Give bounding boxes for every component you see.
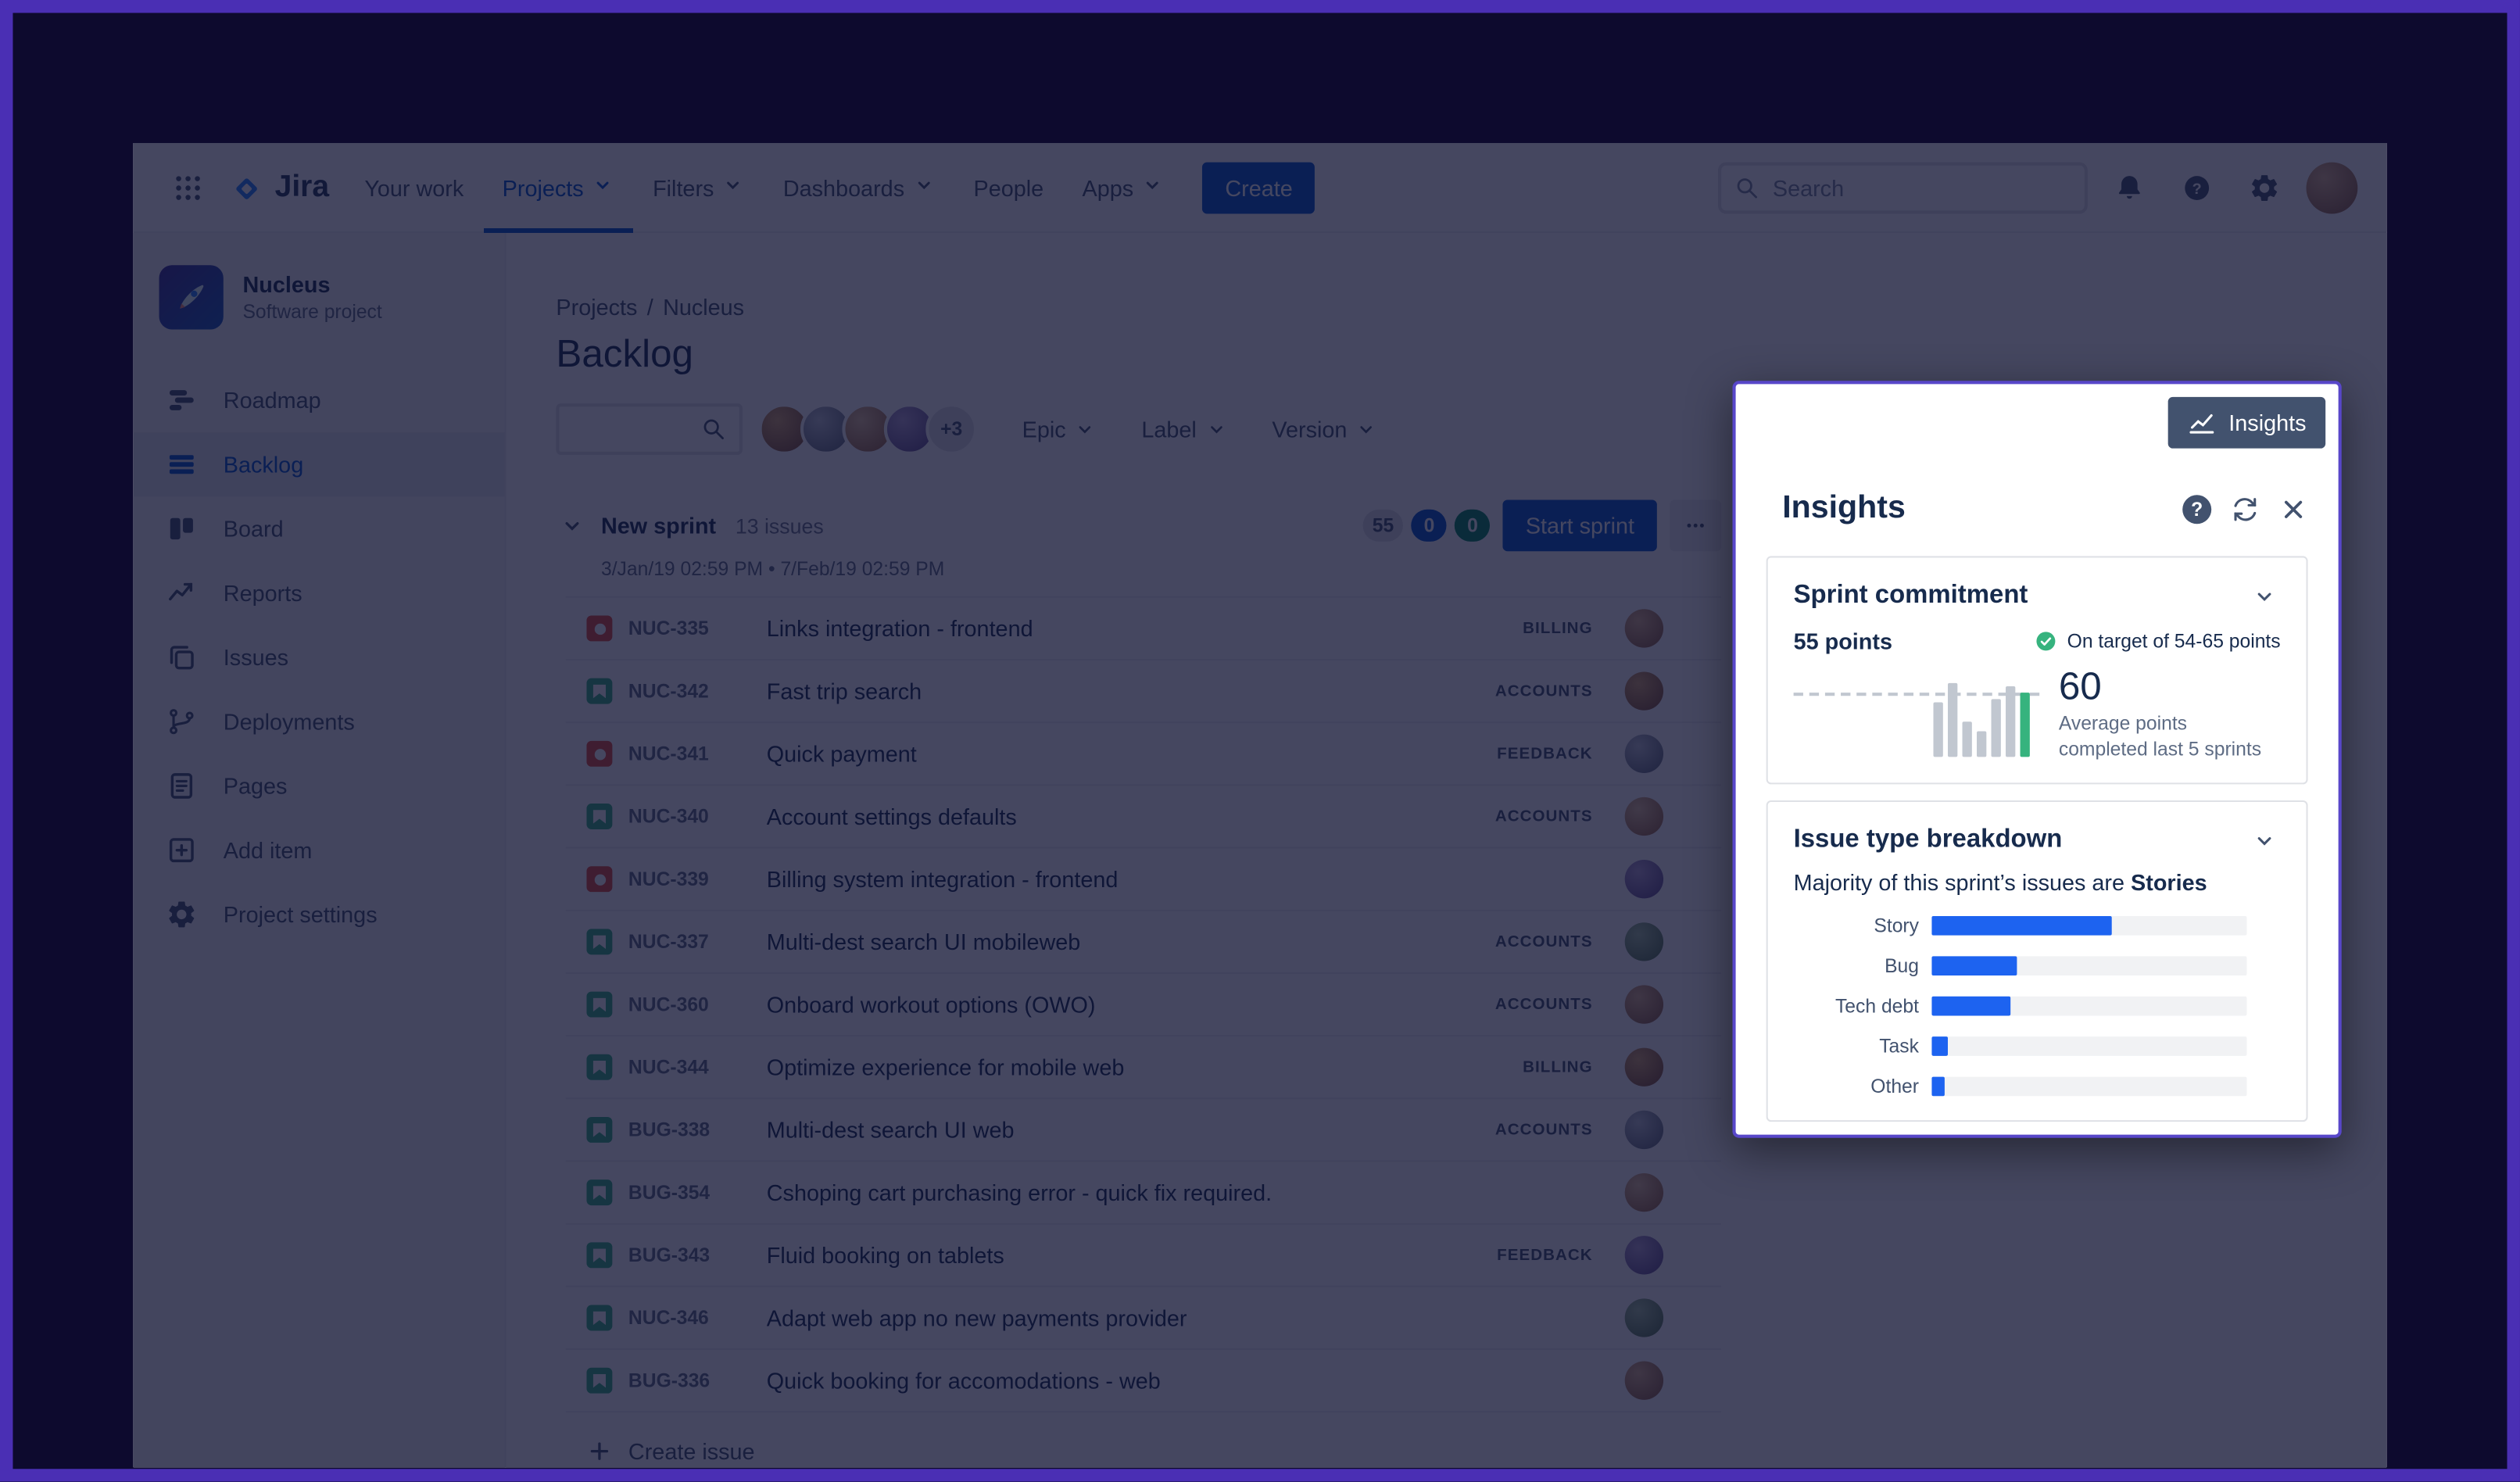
average-points-value: 60 bbox=[2058, 665, 2102, 709]
sprint-points: 55 points bbox=[1793, 628, 1892, 654]
breakdown-row: Bug bbox=[1794, 954, 2281, 977]
breakdown-track bbox=[1931, 915, 2247, 936]
issue-type-breakdown-title: Issue type breakdown bbox=[1793, 825, 2063, 854]
insights-help-icon[interactable]: ? bbox=[2182, 494, 2212, 524]
breakdown-label: Bug bbox=[1885, 954, 1919, 978]
on-target-status: On target of 54-65 points bbox=[2035, 630, 2281, 653]
chart-line-icon bbox=[2189, 413, 2214, 434]
chevron-down-icon[interactable] bbox=[2248, 825, 2280, 857]
average-block: 60 Average points completed last 5 sprin… bbox=[2039, 665, 2280, 761]
commitment-bar bbox=[1977, 731, 1987, 757]
breakdown-track bbox=[1931, 1036, 2247, 1056]
breakdown-track bbox=[1931, 1076, 2247, 1097]
breakdown-row: Task bbox=[1794, 1035, 2281, 1058]
commitment-chart: 60 Average points completed last 5 sprin… bbox=[1793, 665, 2281, 761]
breakdown-bar bbox=[1931, 996, 2011, 1016]
breakdown-label: Story bbox=[1874, 914, 1919, 937]
insights-panel: Insights ? Sprint commitment bbox=[1749, 490, 2325, 1122]
breakdown-label: Task bbox=[1879, 1035, 1919, 1058]
breakdown-label: Other bbox=[1870, 1075, 1919, 1098]
breakdown-bar bbox=[1931, 1076, 1945, 1097]
refresh-icon[interactable] bbox=[2231, 494, 2260, 523]
breakdown-row: Story bbox=[1794, 915, 2281, 937]
average-points-label: Average points completed last 5 sprints bbox=[2058, 712, 2262, 761]
breakdown-chart: Story Bug Tech debt Task Other bbox=[1794, 915, 2281, 1097]
issue-type-breakdown-card: Issue type breakdown Majority of this sp… bbox=[1766, 800, 2308, 1122]
breakdown-track bbox=[1931, 956, 2247, 976]
commitment-bar bbox=[1947, 682, 1958, 757]
breakdown-bar bbox=[1931, 1036, 1948, 1056]
breakdown-bar bbox=[1931, 956, 2017, 976]
insights-spotlight: Insights Insights ? Sprint c bbox=[1732, 381, 2342, 1138]
breakdown-track bbox=[1931, 996, 2247, 1016]
breakdown-row: Other bbox=[1794, 1075, 2281, 1098]
sprint-commitment-card: Sprint commitment 55 points On target of… bbox=[1766, 556, 2308, 785]
insights-title: Insights bbox=[1782, 490, 1906, 526]
commitment-bar bbox=[1962, 721, 1972, 757]
target-line bbox=[1793, 693, 2040, 696]
insights-button-row: Insights bbox=[1749, 396, 2326, 449]
breakdown-bar bbox=[1931, 915, 2112, 936]
sprint-commitment-title: Sprint commitment bbox=[1793, 582, 2028, 610]
commitment-bar bbox=[1991, 699, 2001, 757]
breakdown-label: Tech debt bbox=[1835, 994, 1919, 1018]
commitment-bar bbox=[1933, 702, 1943, 757]
jira-window: Jira Your work Projects Filters Dashboar… bbox=[133, 142, 2387, 1468]
breakdown-row: Tech debt bbox=[1794, 995, 2281, 1018]
check-circle-icon bbox=[2036, 632, 2056, 651]
close-icon[interactable] bbox=[2279, 494, 2308, 523]
commitment-bar-chart bbox=[1933, 682, 2030, 757]
chevron-down-icon[interactable] bbox=[2248, 580, 2280, 612]
insights-toggle-button[interactable]: Insights bbox=[2167, 396, 2326, 449]
insights-panel-header: Insights ? bbox=[1767, 490, 2308, 527]
commitment-bar bbox=[2006, 686, 2016, 757]
breakdown-subtitle: Majority of this sprint’s issues are Sto… bbox=[1793, 869, 2207, 896]
commitment-bar bbox=[2020, 693, 2030, 757]
